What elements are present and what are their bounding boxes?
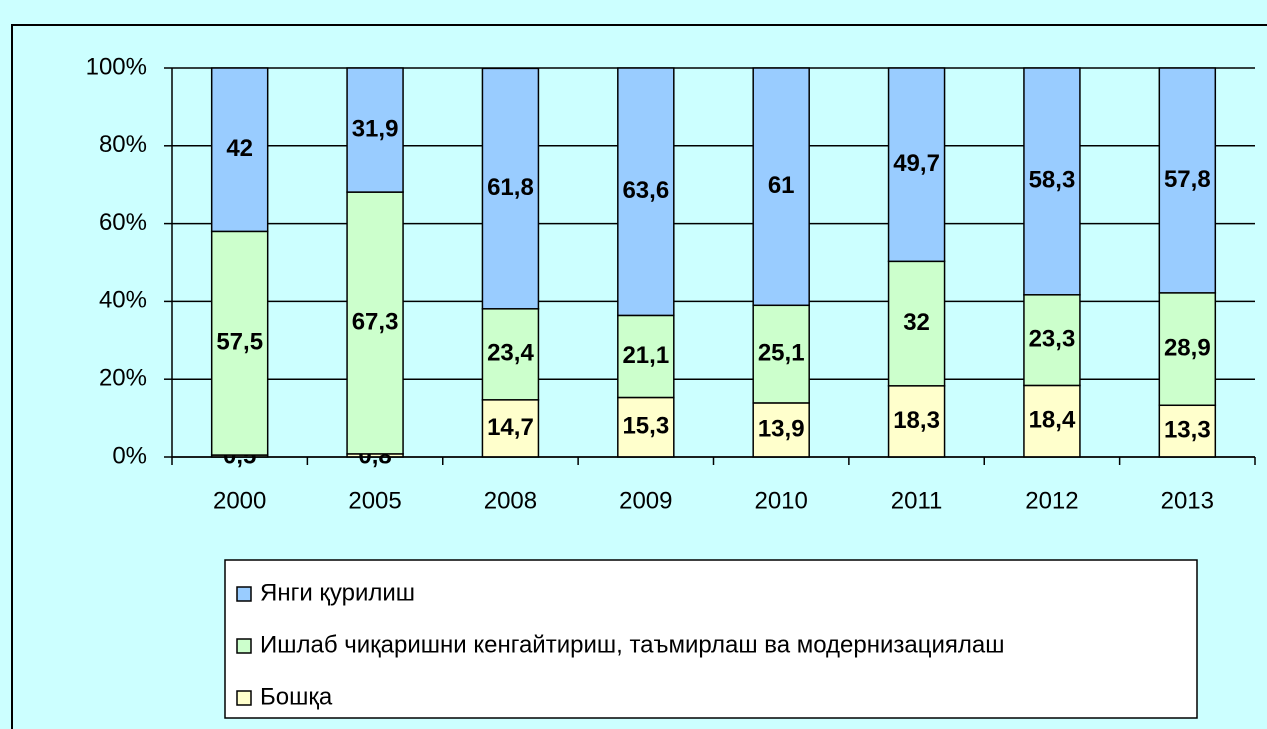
bar-segment <box>617 314 675 399</box>
x-tick-label: 2000 <box>213 487 266 514</box>
y-tick-label: 60% <box>99 209 147 236</box>
x-tick-label: 2005 <box>348 487 401 514</box>
data-label: 18,4 <box>1029 407 1076 434</box>
legend-swatch <box>236 586 252 602</box>
data-label: 23,3 <box>1029 325 1076 352</box>
x-tick-label: 2008 <box>484 487 537 514</box>
data-label: 61,8 <box>487 174 534 201</box>
bar-segment <box>887 260 946 387</box>
x-tick-label: 2009 <box>619 487 672 514</box>
x-tick-label: 2011 <box>891 487 943 514</box>
bar-segment <box>617 67 675 317</box>
data-label: 31,9 <box>352 115 399 142</box>
bar-segment <box>752 402 810 458</box>
bar-segment <box>887 67 946 263</box>
y-tick-label: 20% <box>99 365 147 392</box>
data-label: 25,1 <box>758 339 805 366</box>
data-label: 28,9 <box>1164 334 1211 361</box>
bar-segment <box>1023 294 1081 387</box>
data-label: 57,8 <box>1164 166 1211 193</box>
data-label: 13,3 <box>1164 416 1211 443</box>
data-label: 18,3 <box>893 407 940 434</box>
data-label: 58,3 <box>1029 167 1076 194</box>
legend-swatch <box>236 638 252 654</box>
legend <box>224 559 1198 719</box>
bar-segment <box>752 304 810 404</box>
data-label: 32 <box>903 309 930 336</box>
legend-label: Янги қурилиш <box>260 579 415 606</box>
legend-label: Бошқа <box>260 683 333 710</box>
y-tick-label: 80% <box>99 131 147 158</box>
y-tick-label: 0% <box>112 442 147 469</box>
data-label: 63,6 <box>622 177 669 204</box>
data-label: 61 <box>768 172 795 199</box>
data-label: 57,5 <box>216 329 263 356</box>
data-label: 15,3 <box>622 413 669 440</box>
y-tick-label: 40% <box>99 287 147 314</box>
bar-segment <box>346 67 404 193</box>
x-tick-label: 2012 <box>1025 487 1078 514</box>
bar-segment <box>481 399 540 458</box>
bar-segment <box>1158 292 1217 407</box>
bar-segment <box>481 308 540 401</box>
bar-segment <box>1023 384 1081 458</box>
data-label: 49,7 <box>893 150 940 177</box>
y-tick-label: 100% <box>86 53 147 80</box>
x-tick-label: 2013 <box>1161 487 1214 514</box>
bar-segment <box>752 67 810 307</box>
chart-frame <box>11 24 1267 729</box>
data-label: 67,3 <box>352 308 399 335</box>
bar-segment <box>1158 404 1217 458</box>
legend-swatch <box>236 690 252 706</box>
data-label: 23,4 <box>487 340 534 367</box>
legend-label: Ишлаб чиқаришни кенгайтириш, таъмирлаш в… <box>260 631 1005 658</box>
data-label: 42 <box>226 135 253 162</box>
bar-segment <box>1158 67 1217 294</box>
data-label: 14,7 <box>487 414 534 441</box>
bar-segment <box>210 67 269 233</box>
bar-segment <box>481 67 540 310</box>
x-tick-label: 2010 <box>754 487 807 514</box>
bar-segment <box>1023 67 1081 296</box>
bar-segment <box>346 191 404 455</box>
data-label: 21,1 <box>622 342 669 369</box>
bar-segment <box>887 385 946 458</box>
data-label: 13,9 <box>758 415 805 442</box>
bar-segment <box>617 396 675 458</box>
